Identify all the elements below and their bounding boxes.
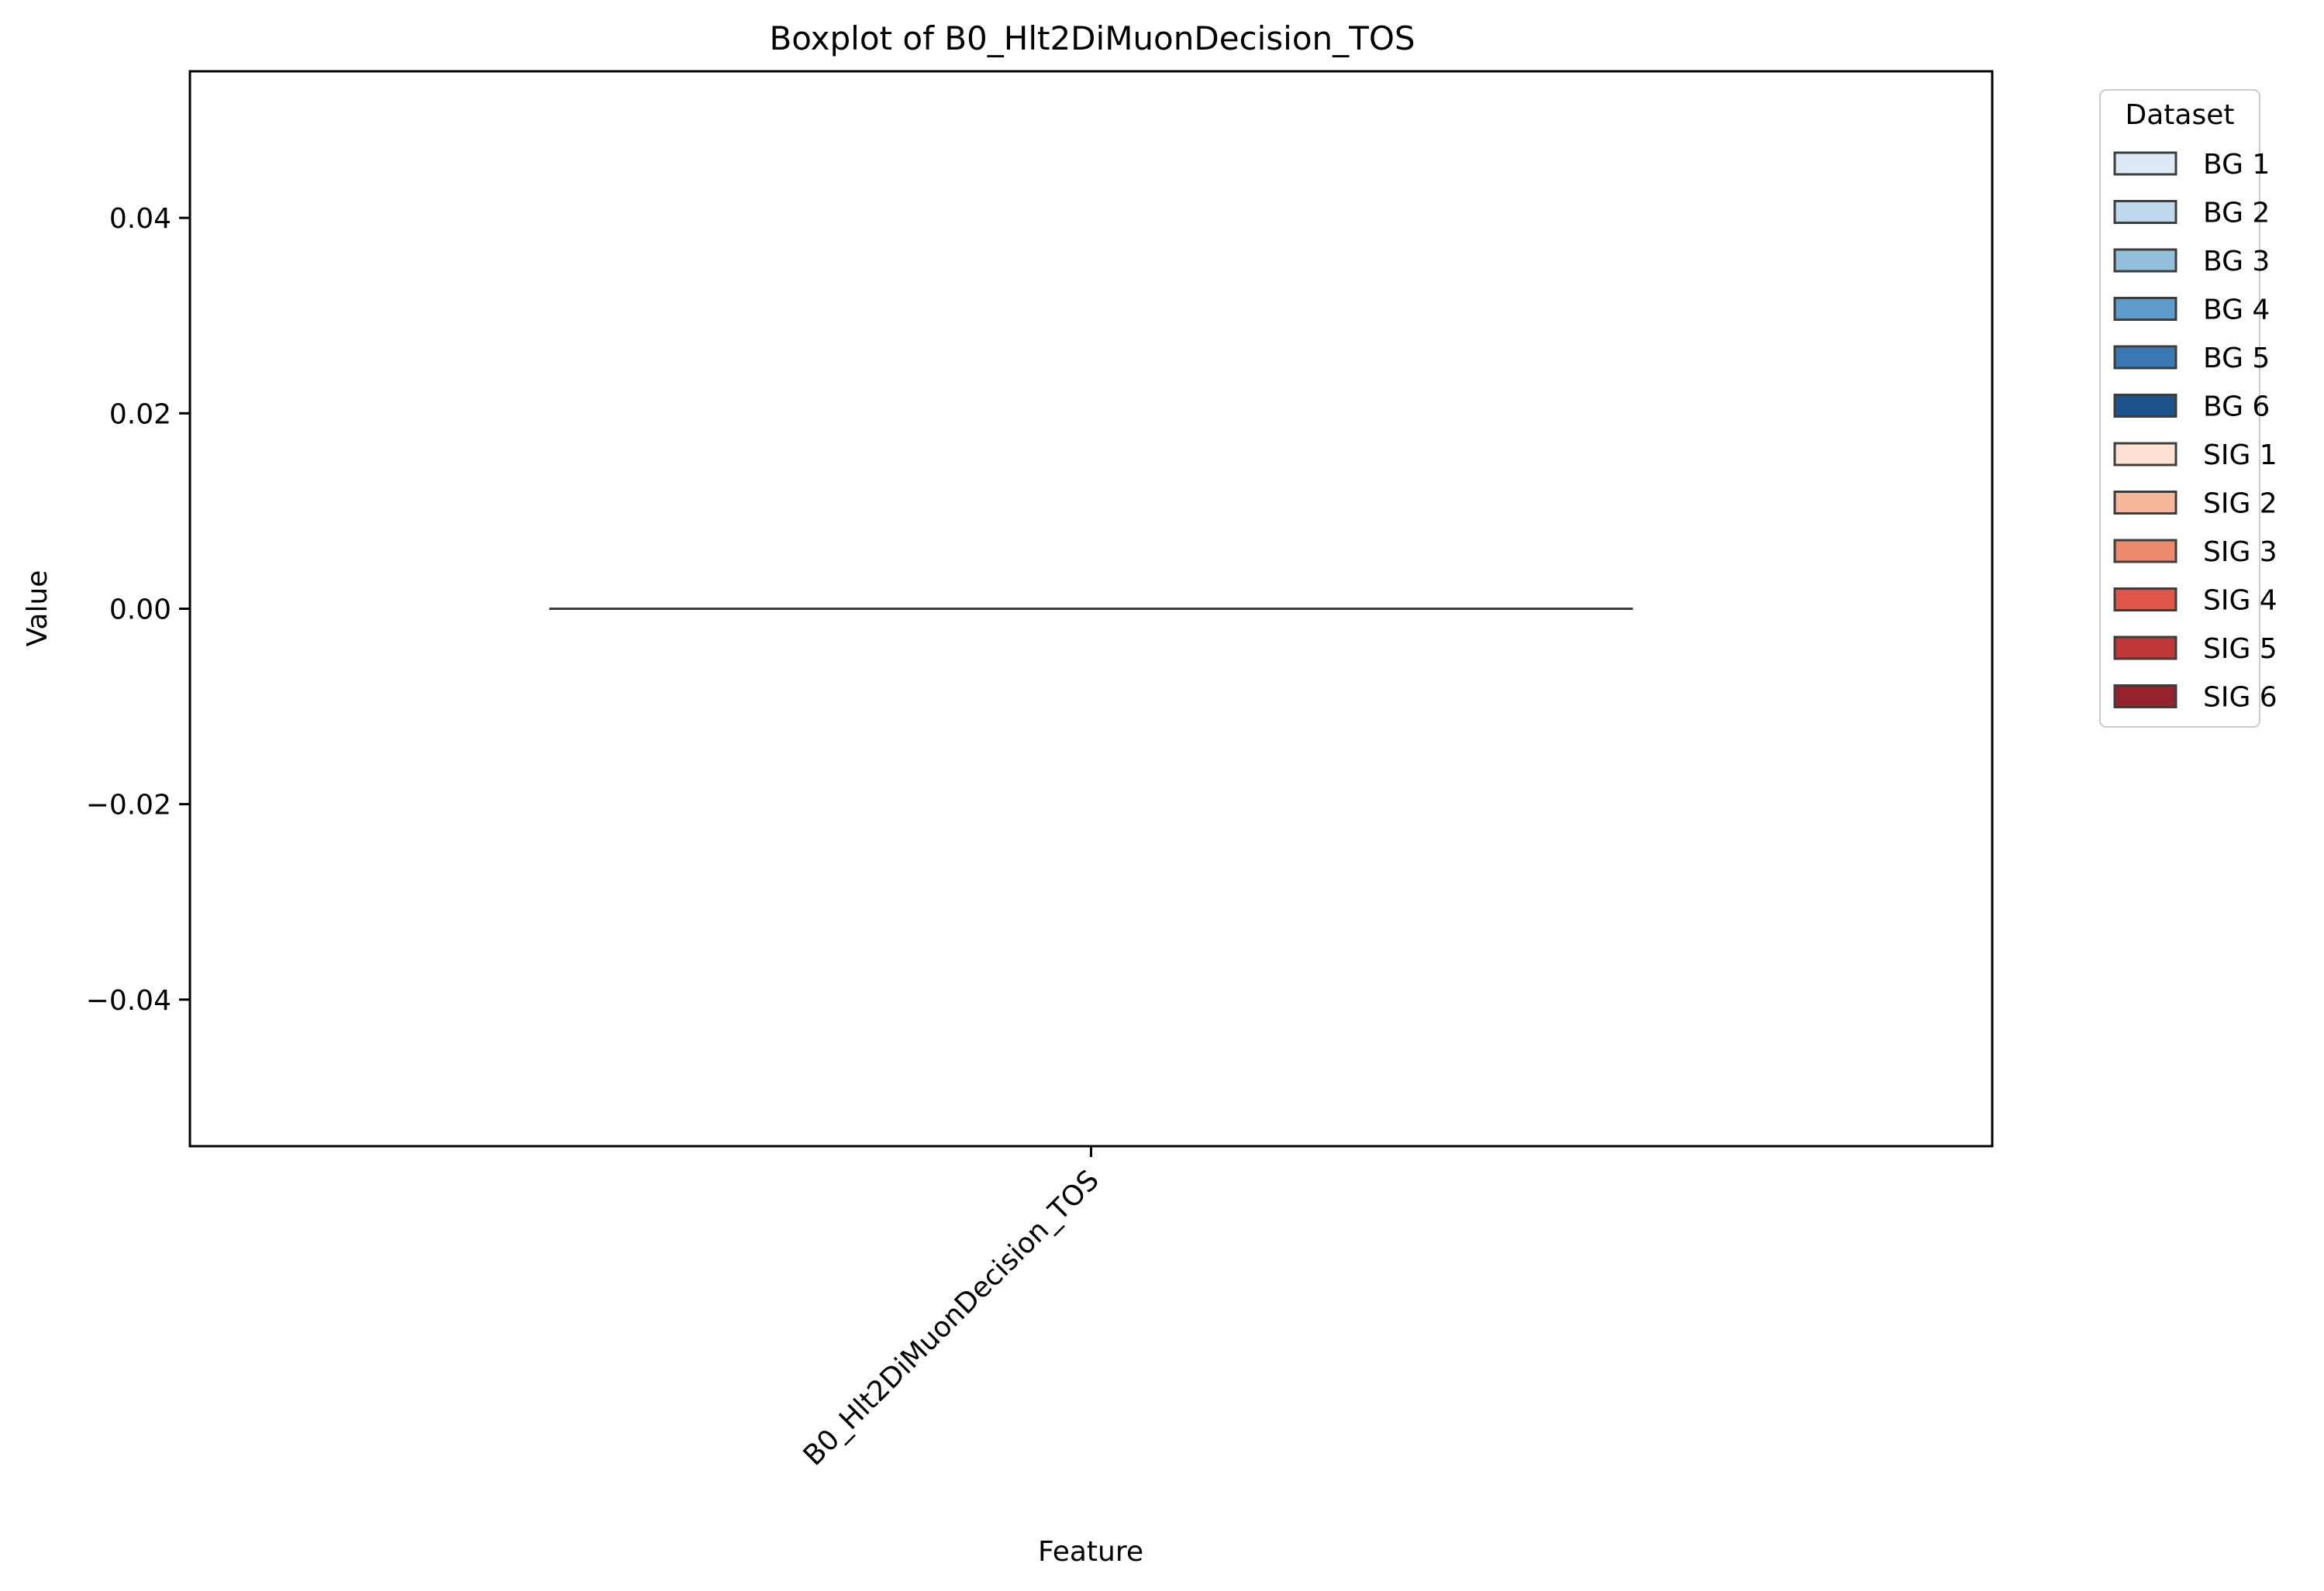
legend-label: SIG 6: [2203, 682, 2277, 714]
legend-label: BG 6: [2203, 391, 2270, 423]
legend-items: BG 1 BG 2 BG 3 BG 4 BG 5 BG 6 SIG 1 SIG 2 SIG 3 S…: [2113, 149, 2277, 714]
legend-swatch: [2113, 394, 2177, 418]
legend-item: BG 4: [2113, 294, 2270, 326]
legend-swatch: [2113, 491, 2177, 515]
x-tick-label: B0_Hlt2DiMuonDecision_TOS: [798, 1164, 1105, 1472]
y-axis-label: Value: [22, 570, 53, 647]
y-tick-label: −0.04: [86, 985, 171, 1017]
legend-label: SIG 5: [2203, 633, 2277, 665]
legend-label: BG 4: [2203, 294, 2270, 326]
legend-item: SIG 2: [2113, 488, 2277, 520]
y-axis: −0.04 −0.02 0.00 0.02 0.04: [86, 203, 190, 1017]
legend-item: BG 3: [2113, 246, 2270, 277]
legend-label: BG 1: [2203, 149, 2270, 181]
legend-label: SIG 2: [2203, 488, 2277, 520]
legend-swatch: [2113, 297, 2177, 321]
legend-item: SIG 1: [2113, 439, 2277, 471]
x-axis: B0_Hlt2DiMuonDecision_TOS: [798, 1146, 1105, 1472]
legend-item: SIG 3: [2113, 536, 2277, 568]
legend-item: BG 1: [2113, 149, 2270, 181]
y-tick-label: 0.00: [109, 594, 171, 626]
y-tick-label: −0.02: [86, 790, 171, 821]
chart-title: Boxplot of B0_Hlt2DiMuonDecision_TOS: [769, 19, 1415, 57]
legend-title: Dataset: [2126, 99, 2235, 131]
y-tick-label: 0.04: [109, 203, 171, 235]
legend-label: BG 3: [2203, 246, 2270, 277]
legend-label: BG 2: [2203, 198, 2270, 229]
x-axis-label: Feature: [1038, 1536, 1143, 1568]
legend-item: BG 2: [2113, 198, 2270, 229]
y-tick-label: 0.02: [109, 398, 171, 430]
legend-swatch: [2113, 248, 2177, 273]
legend-swatch: [2113, 635, 2177, 660]
legend-swatch: [2113, 587, 2177, 611]
legend-swatch: [2113, 151, 2177, 176]
legend-label: SIG 3: [2203, 536, 2277, 568]
legend-swatch: [2113, 345, 2177, 370]
legend-swatch: [2113, 684, 2177, 708]
legend-label: SIG 4: [2203, 585, 2277, 617]
legend-item: SIG 6: [2113, 682, 2277, 714]
legend: Dataset BG 1 BG 2 BG 3 BG 4 BG 5 BG 6 SIG 1 SIG…: [2099, 89, 2277, 728]
legend-label: SIG 1: [2203, 439, 2277, 471]
legend-swatch: [2113, 200, 2177, 224]
legend-item: BG 6: [2113, 391, 2270, 423]
legend-item: SIG 4: [2113, 585, 2277, 617]
legend-swatch: [2113, 442, 2177, 467]
legend-item: SIG 5: [2113, 633, 2277, 665]
legend-swatch: [2113, 539, 2177, 563]
legend-item: BG 5: [2113, 343, 2270, 374]
legend-label: BG 5: [2203, 343, 2270, 374]
